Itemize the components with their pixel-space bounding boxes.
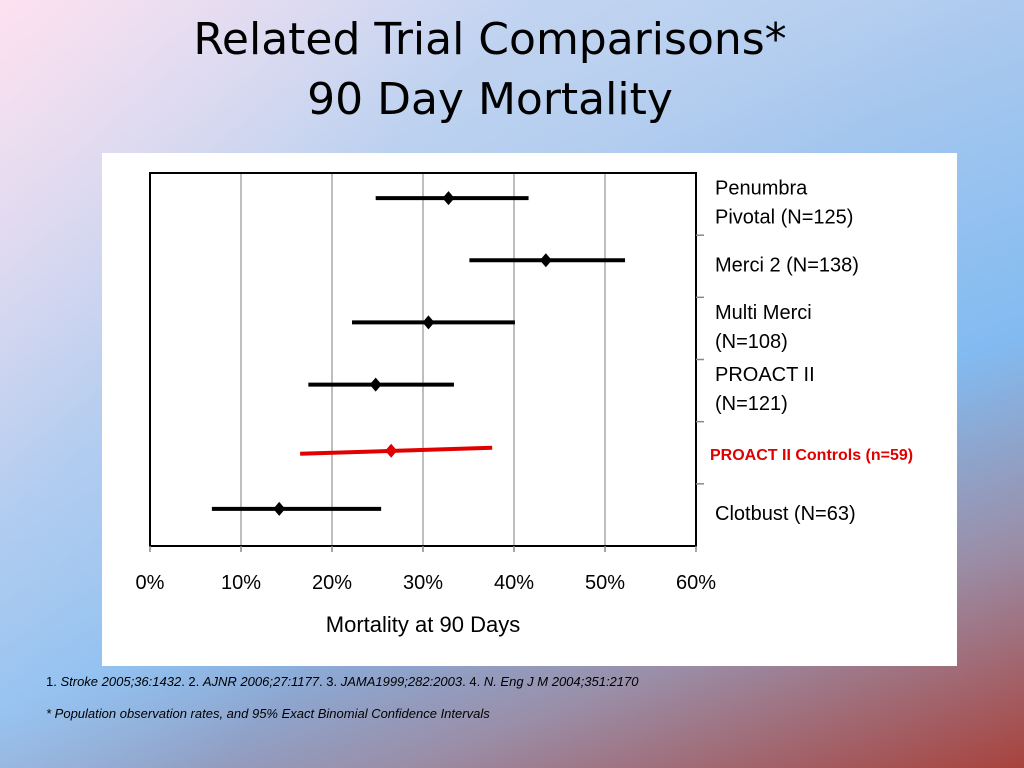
- footnotes: 1. Stroke 2005;36:1432. 2. AJNR 2006;27:…: [46, 672, 946, 724]
- forest-plot: 0% 10% 20% 30% 40% 50% 60% Mortality at 90 Days…: [136, 172, 913, 637]
- trial-label: Penumbra: [715, 178, 808, 200]
- trial-label: PROACT II Controls (n=59): [710, 447, 913, 464]
- ref-4-citation: N. Eng J M 2004;351:2170: [483, 674, 639, 689]
- trial-label: (N=108): [715, 331, 788, 353]
- trial-label: PROACT II: [715, 364, 815, 386]
- ref-1-number: 1.: [46, 674, 61, 689]
- ref-2-citation: AJNR 2006;27:1177: [202, 674, 319, 689]
- ref-2-number: . 2.: [181, 674, 203, 689]
- point-estimate-marker: [422, 315, 435, 330]
- references-line: 1. Stroke 2005;36:1432. 2. AJNR 2006;27:…: [46, 672, 946, 692]
- point-estimate-marker: [273, 501, 286, 516]
- slide-title: Related Trial Comparisons* 90 Day Mortal…: [0, 10, 980, 130]
- x-tick-label: 60%: [676, 572, 716, 594]
- chart-panel: 0% 10% 20% 30% 40% 50% 60% Mortality at 90 Days…: [102, 153, 957, 666]
- ref-3-citation: JAMA1999;282:2003: [340, 674, 463, 689]
- x-axis-title: Mortality at 90 Days: [326, 612, 520, 637]
- x-tick-label: 10%: [221, 572, 261, 594]
- x-tick-label: 0%: [136, 572, 165, 594]
- trial-label: Merci 2 (N=138): [715, 254, 859, 276]
- method-note: * Population observation rates, and 95% …: [46, 706, 490, 721]
- trial-label: Clotbust (N=63): [715, 503, 856, 525]
- trial-label: (N=121): [715, 393, 788, 415]
- ref-4-number: . 4.: [462, 674, 484, 689]
- ref-1-citation: Stroke 2005;36:1432: [60, 674, 182, 689]
- ref-3-number: . 3.: [319, 674, 341, 689]
- x-tick-label: 30%: [403, 572, 443, 594]
- title-line-2: 90 Day Mortality: [307, 74, 673, 125]
- point-estimate-marker: [442, 191, 455, 206]
- point-estimate-marker: [369, 377, 382, 392]
- x-tick-label: 40%: [494, 572, 534, 594]
- title-line-1: Related Trial Comparisons*: [193, 14, 787, 65]
- x-tick-label: 50%: [585, 572, 625, 594]
- point-estimate-marker: [385, 443, 398, 458]
- trial-label: Multi Merci: [715, 302, 812, 324]
- point-estimate-marker: [539, 253, 552, 268]
- x-tick-label: 20%: [312, 572, 352, 594]
- trial-label: Pivotal (N=125): [715, 207, 853, 229]
